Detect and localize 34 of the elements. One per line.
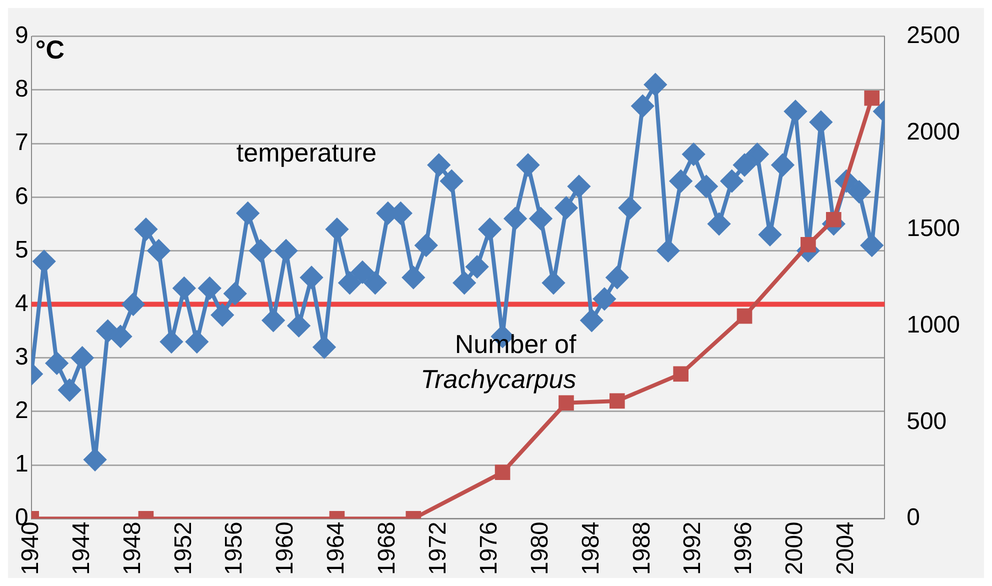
y-tick-label: 6: [14, 182, 28, 210]
series-label: temperature: [236, 137, 377, 168]
y-tick-label: 7: [14, 129, 28, 156]
x-tick-label: 1952: [170, 522, 197, 575]
x-tick-label: 1964: [322, 522, 350, 575]
y2-tick-label: 1000: [906, 311, 960, 338]
x-tick-label: 1960: [272, 522, 299, 575]
y2-tick-label: 500: [906, 408, 947, 435]
x-tick-label: 1996: [730, 522, 758, 575]
x-tick-label: 1976: [475, 522, 502, 575]
x-tick-label: 1968: [374, 522, 401, 575]
y-tick-label: 1: [14, 450, 28, 478]
y-tick-label: 5: [14, 236, 28, 264]
y-axis-title: °C: [35, 34, 65, 65]
y-tick-label: 8: [14, 76, 28, 103]
x-tick-label: 1956: [220, 522, 248, 575]
y2-tick-label: 2000: [906, 118, 960, 146]
y2-tick-label: 0: [906, 504, 920, 532]
y-tick-label: 9: [14, 22, 28, 50]
x-tick-label: 1984: [577, 522, 604, 575]
series-label: Number of Trachycarpus: [420, 329, 577, 394]
x-tick-label: 1948: [118, 522, 146, 575]
x-tick-label: 1980: [526, 522, 554, 575]
x-tick-label: 1988: [628, 522, 656, 575]
x-tick-label: 1972: [424, 522, 452, 575]
x-tick-label: 1944: [68, 522, 95, 575]
y2-tick-label: 2500: [906, 22, 960, 50]
x-tick-label: 2000: [781, 522, 808, 575]
y-tick-label: 4: [14, 290, 28, 317]
y-tick-label: 3: [14, 344, 28, 370]
y2-tick-label: 1500: [906, 214, 960, 242]
x-tick-label: 2004: [832, 522, 860, 575]
x-tick-label: 1992: [679, 522, 706, 575]
y-tick-label: 2: [14, 397, 28, 424]
